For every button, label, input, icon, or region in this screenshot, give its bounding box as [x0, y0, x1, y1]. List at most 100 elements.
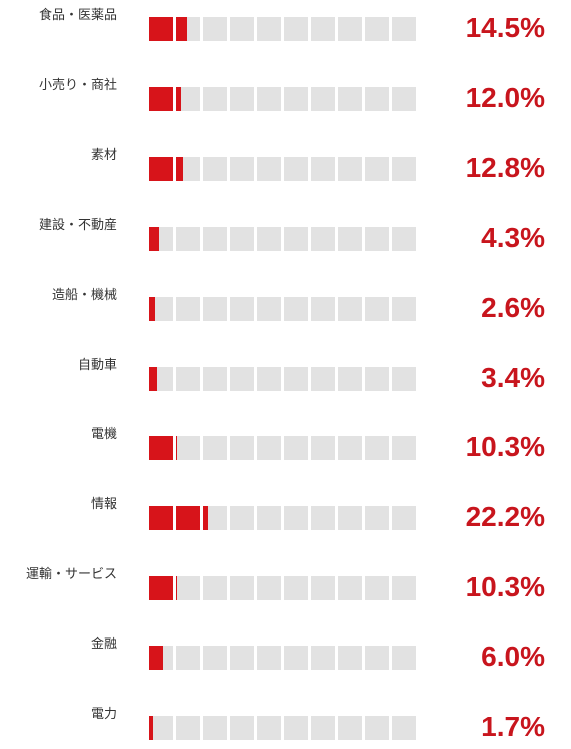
bar-cell	[257, 646, 281, 671]
bar-cell	[230, 506, 254, 531]
bar-cell	[203, 576, 227, 601]
bar-cell	[338, 646, 362, 671]
bar-cell	[338, 576, 362, 601]
category-label: 小売り・商社	[38, 77, 117, 93]
bar-cell	[365, 17, 389, 41]
bar-cell	[230, 296, 254, 321]
bar-track	[149, 506, 417, 531]
bar-cell	[338, 156, 362, 181]
value-label: 1.7%	[481, 711, 545, 742]
bar-cell	[176, 576, 200, 601]
category-label: 食品・医薬品	[38, 8, 117, 23]
bar-cell	[284, 436, 308, 461]
category-label: 素材	[90, 147, 117, 163]
bar-cell	[230, 156, 254, 181]
bar-track	[149, 436, 417, 461]
bar-cell	[392, 17, 416, 41]
chart-row: 電機 10.3%	[0, 427, 571, 467]
bar-cell	[284, 296, 308, 321]
bar-track	[149, 86, 417, 111]
chart-row: 食品・医薬品 14.5%	[0, 8, 571, 48]
bar-cell	[230, 366, 254, 391]
bar-cell	[311, 716, 335, 740]
bar-track	[149, 716, 417, 740]
bar-cell	[257, 716, 281, 740]
bar-cell	[203, 646, 227, 671]
bar-fill	[176, 576, 177, 601]
bar-cell	[338, 296, 362, 321]
bar-cell	[338, 366, 362, 391]
value-label: 14.5%	[465, 12, 545, 43]
bar-cell	[311, 366, 335, 391]
bar-cell	[203, 366, 227, 391]
bar-cell	[230, 226, 254, 251]
bar-cell	[203, 156, 227, 181]
value-label: 4.3%	[481, 221, 545, 253]
bar-fill	[149, 296, 156, 321]
bar-cell	[284, 716, 308, 740]
bar-cell	[230, 17, 254, 41]
bar-cell	[365, 436, 389, 461]
bar-cell	[176, 436, 200, 461]
category-label: 情報	[90, 497, 117, 513]
chart-row: 運輸・サービス 10.3%	[0, 567, 571, 607]
bar-cell	[365, 296, 389, 321]
bar-cell	[230, 86, 254, 111]
bar-cell	[392, 506, 416, 531]
bar-cell	[284, 17, 308, 41]
bar-cell	[230, 436, 254, 461]
value-label: 12.0%	[465, 81, 545, 113]
bar-cell	[257, 576, 281, 601]
bar-track	[149, 646, 417, 671]
bar-cell	[284, 366, 308, 391]
bar-cell	[311, 156, 335, 181]
value-label: 10.3%	[465, 571, 545, 603]
bar-cell	[257, 296, 281, 321]
bar-fill	[149, 226, 160, 251]
bar-cell	[365, 366, 389, 391]
value-label: 2.6%	[481, 291, 545, 323]
bar-cell	[365, 716, 389, 740]
bar-cell	[203, 716, 227, 740]
bar-cell	[392, 226, 416, 251]
bar-fill	[176, 156, 183, 181]
bar-cell	[311, 226, 335, 251]
bar-cell	[392, 86, 416, 111]
bar-cell	[176, 296, 200, 321]
chart-row: 小売り・商社 12.0%	[0, 78, 571, 118]
bar-fill	[149, 156, 173, 181]
value-label: 6.0%	[481, 641, 545, 673]
bar-fill	[149, 646, 164, 671]
bar-cell	[311, 86, 335, 111]
bar-fill	[149, 86, 173, 111]
chart-row: 造船・機械 2.6%	[0, 288, 571, 328]
bar-cell	[203, 86, 227, 111]
bar-cell	[338, 716, 362, 740]
value-label: 3.4%	[481, 361, 545, 393]
bar-fill	[149, 576, 173, 601]
category-label: 建設・不動産	[38, 217, 117, 233]
chart-row: 自動車 3.4%	[0, 358, 571, 398]
chart-row: 電力 1.7%	[0, 707, 571, 747]
bar-track	[149, 226, 417, 251]
bar-cell	[392, 156, 416, 181]
bar-fill	[203, 506, 209, 531]
bar-cell	[203, 226, 227, 251]
category-label: 電力	[90, 707, 117, 722]
chart-row: 情報 22.2%	[0, 497, 571, 537]
value-label: 12.8%	[465, 151, 545, 183]
bar-cell	[311, 17, 335, 41]
bar-cell	[365, 86, 389, 111]
bar-cell	[284, 226, 308, 251]
bar-track	[149, 17, 417, 41]
bar-cell	[230, 646, 254, 671]
bar-cell	[257, 506, 281, 531]
chart-row: 金融 6.0%	[0, 637, 571, 677]
bar-cell	[338, 17, 362, 41]
bar-cell	[284, 86, 308, 111]
bar-cell	[392, 366, 416, 391]
bar-cell	[338, 506, 362, 531]
bar-cell	[257, 86, 281, 111]
bar-fill	[149, 436, 173, 461]
value-label: 10.3%	[465, 431, 545, 463]
